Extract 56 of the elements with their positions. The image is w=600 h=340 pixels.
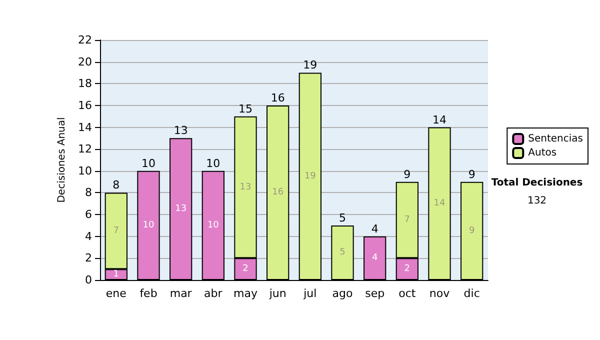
y-tick-label: 16 — [78, 98, 92, 112]
y-tick-label: 14 — [78, 120, 92, 134]
data-label: 7 — [113, 226, 120, 236]
data-label: 19 — [304, 171, 316, 182]
data-label: 5 — [340, 248, 346, 258]
y-tick-label: 12 — [78, 142, 92, 156]
data-label: 2 — [404, 264, 410, 274]
y-tick-label: 20 — [78, 55, 92, 68]
legend-label: Sentencias — [528, 134, 584, 144]
data-label: 13 — [240, 182, 252, 192]
x-tick-label: ago — [332, 287, 353, 300]
text: 132 — [527, 196, 547, 206]
y-tick-label: 2 — [85, 252, 92, 265]
x-tick-label: mar — [170, 287, 192, 300]
y-axis-title: Decisiones Anual — [56, 117, 68, 203]
total-label: 14 — [432, 113, 446, 126]
total-label: 4 — [371, 222, 378, 236]
data-label: 10 — [207, 220, 220, 230]
data-label: 4 — [372, 253, 378, 264]
y-tick-label: 10 — [78, 164, 92, 178]
x-tick-label: jul — [302, 287, 317, 300]
y-tick-label: 6 — [85, 208, 92, 222]
y-tick-label: 4 — [85, 230, 92, 243]
x-tick-label: sep — [365, 287, 385, 300]
x-tick-label: dic — [464, 287, 480, 300]
total-label: 8 — [112, 178, 120, 192]
y-tick-label: 18 — [78, 77, 92, 90]
x-tick-label: jun — [268, 287, 286, 300]
total-label: 5 — [339, 211, 346, 224]
x-tick-label: ene — [106, 287, 127, 300]
total-label: 9 — [468, 168, 476, 181]
total-label: 10 — [142, 156, 156, 170]
text: Total Decisiones — [491, 178, 583, 188]
x-tick-label: nov — [429, 287, 450, 300]
total-label: 13 — [174, 124, 188, 138]
data-label: 7 — [404, 215, 410, 225]
data-label: 1 — [113, 270, 120, 280]
y-tick-label: 0 — [85, 274, 92, 286]
data-label: 16 — [272, 188, 284, 198]
total-label: 9 — [404, 168, 411, 181]
data-label: 2 — [242, 264, 248, 274]
total-label: 10 — [206, 156, 220, 170]
x-tick-label: may — [234, 287, 258, 300]
data-label: 9 — [468, 226, 475, 236]
x-tick-label: abr — [204, 287, 223, 300]
total-label: 16 — [270, 91, 285, 104]
y-tick-label: 8 — [85, 186, 92, 200]
data-label: 13 — [175, 204, 187, 214]
total-label: 15 — [238, 102, 252, 116]
x-tick-label: feb — [140, 287, 158, 300]
total-label: 19 — [303, 58, 318, 72]
legend-label: Autos — [528, 148, 557, 158]
x-tick-label: oct — [398, 287, 416, 300]
y-tick-label: 22 — [78, 34, 92, 46]
data-label: 10 — [142, 220, 154, 230]
data-label: 14 — [434, 198, 446, 209]
